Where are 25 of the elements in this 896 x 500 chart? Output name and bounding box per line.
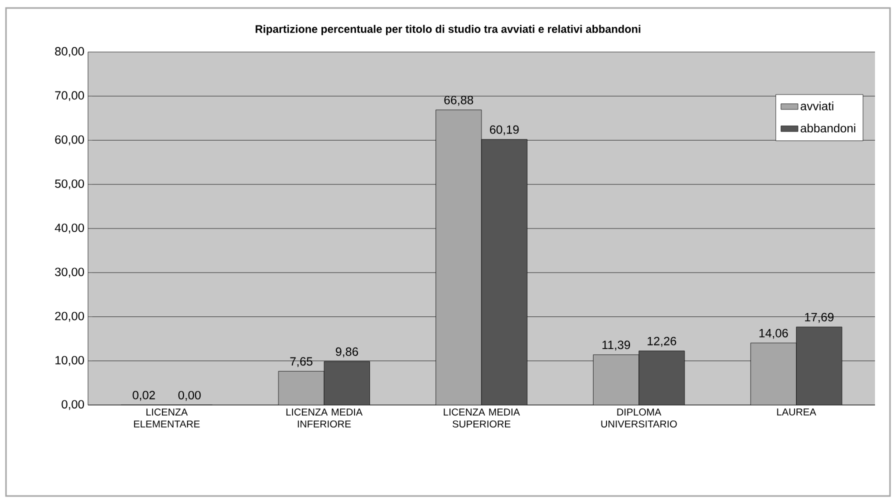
- x-tick-label: LAUREA: [777, 408, 816, 416]
- data-label: 0,00: [178, 390, 201, 401]
- data-label: 12,26: [648, 336, 676, 347]
- chart-title: Ripartizione percentuale per titolo di studio tra avviati e relativi abbandoni: [256, 24, 640, 36]
- y-tick-label: 70,00: [55, 91, 84, 102]
- y-tick-label: 0,00: [62, 400, 84, 410]
- data-label: 9,86: [336, 347, 358, 358]
- y-tick-label: 40,00: [54, 224, 84, 234]
- data-label: 11,39: [602, 340, 630, 351]
- legend-label: abbandoni: [800, 124, 856, 132]
- x-tick-label: DIPLOMA UNIVERSITARIO: [601, 408, 677, 428]
- x-tick-label: LICENZA ELEMENTARE: [134, 408, 200, 428]
- x-tick-label: LICENZA MEDIA SUPERIORE: [444, 408, 520, 428]
- y-tick-label: 10,00: [55, 356, 84, 366]
- y-tick-label: 30,00: [55, 268, 84, 278]
- x-tick-label: LICENZA MEDIA INFERIORE: [286, 408, 363, 428]
- y-tick-label: 20,00: [55, 312, 84, 322]
- data-label: 14,06: [759, 328, 788, 339]
- y-tick-label: 80,00: [55, 47, 84, 57]
- data-label: 60,19: [490, 125, 519, 136]
- y-tick-label: 50,00: [55, 179, 84, 190]
- data-label: 0,02: [132, 390, 155, 401]
- data-label: 66,88: [444, 96, 474, 106]
- y-tick-label: 60,00: [55, 135, 84, 146]
- legend-label: avviati: [800, 102, 834, 110]
